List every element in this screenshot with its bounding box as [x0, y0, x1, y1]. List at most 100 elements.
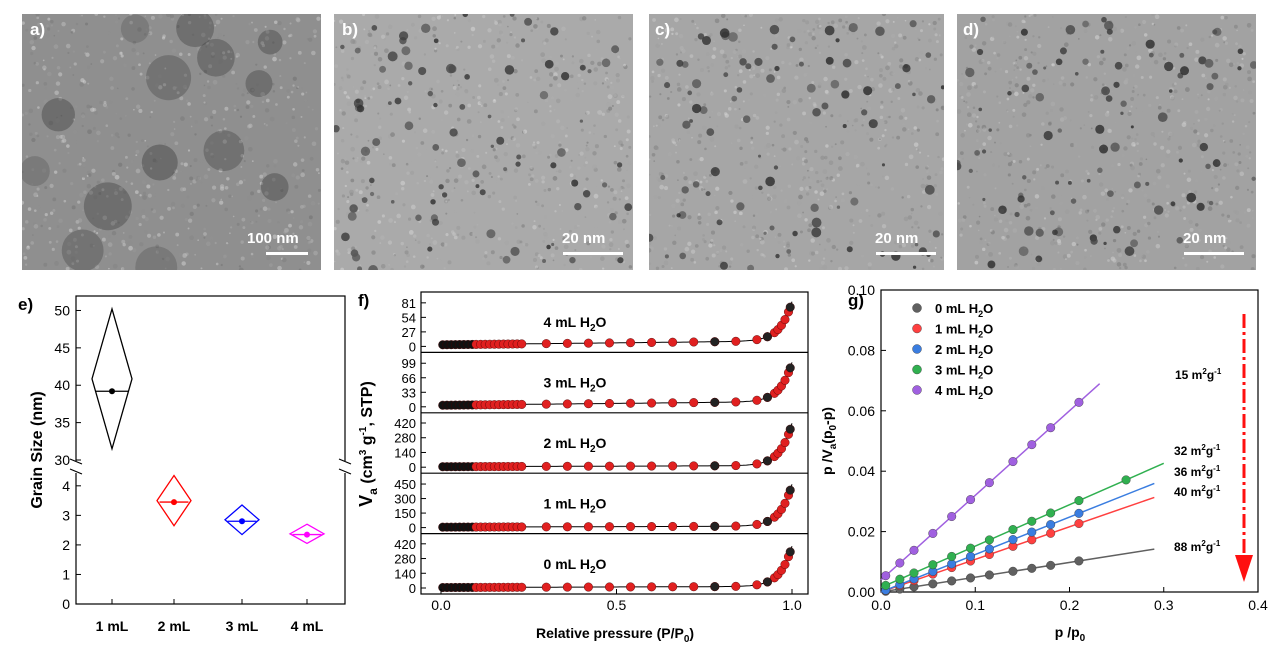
- tem-noise: [1239, 221, 1242, 224]
- tem-noise: [250, 104, 254, 109]
- nanoparticle: [689, 119, 693, 123]
- desorption-point: [626, 582, 636, 592]
- tem-noise: [1194, 178, 1199, 183]
- tem-noise: [456, 225, 461, 230]
- tem-noise: [885, 65, 890, 71]
- tem-noise: [287, 210, 291, 215]
- bet-point: [947, 551, 957, 561]
- tem-noise: [1032, 35, 1035, 38]
- tem-noise: [609, 238, 613, 242]
- tem-noise: [1026, 100, 1031, 105]
- desorption-point: [668, 461, 678, 471]
- legend-marker: [912, 323, 922, 334]
- tem-noise: [994, 187, 997, 190]
- grain-mean-point: [109, 388, 115, 395]
- tem-noise: [467, 45, 471, 49]
- tem-noise: [52, 197, 57, 202]
- tem-noise: [921, 20, 925, 23]
- tem-noise: [1052, 83, 1055, 86]
- tem-noise: [336, 251, 341, 256]
- tem-noise: [1032, 96, 1035, 99]
- tem-noise: [664, 174, 669, 179]
- tem-noise: [998, 251, 1002, 255]
- tem-noise: [494, 21, 499, 25]
- tem-noise: [794, 265, 797, 268]
- tem-noise: [420, 264, 425, 269]
- tem-noise: [117, 221, 120, 224]
- tem-noise: [1063, 42, 1069, 47]
- tem-noise: [653, 236, 657, 240]
- tem-noise: [1251, 209, 1254, 212]
- tem-noise: [1143, 33, 1148, 37]
- nanoparticle: [571, 179, 579, 187]
- tem-noise: [294, 184, 299, 189]
- tem-noise: [1213, 96, 1219, 101]
- tem-noise: [1076, 243, 1079, 246]
- tem-noise: [849, 240, 854, 245]
- tem-noise: [44, 213, 48, 217]
- tem-noise: [307, 194, 312, 198]
- tem-noise: [161, 257, 165, 261]
- tem-noise: [1224, 16, 1228, 20]
- tem-noise: [146, 233, 152, 238]
- y-tick-label: 81: [402, 296, 416, 311]
- tem-noise: [919, 50, 924, 55]
- tem-noise: [536, 150, 542, 156]
- tem-noise: [983, 204, 987, 208]
- tem-noise: [262, 198, 266, 203]
- tem-noise: [203, 69, 208, 74]
- tem-noise: [877, 213, 882, 218]
- tem-noise: [543, 189, 547, 192]
- tem-noise: [423, 179, 427, 183]
- tem-noise: [838, 166, 843, 171]
- tem-noise: [247, 195, 252, 201]
- x-tick-label: 1.0: [782, 597, 802, 613]
- tem-noise: [148, 62, 151, 65]
- tem-noise: [135, 216, 139, 221]
- tem-noise: [966, 106, 970, 109]
- tem-noise: [203, 232, 207, 236]
- tem-noise: [1222, 92, 1227, 97]
- nanoparticle: [387, 51, 398, 62]
- tem-noise: [822, 257, 826, 260]
- tem-noise: [118, 224, 122, 228]
- tem-noise: [985, 252, 989, 256]
- tem-noise: [971, 113, 977, 118]
- tem-noise: [72, 237, 77, 242]
- tem-noise: [659, 184, 665, 190]
- tem-noise: [913, 126, 917, 130]
- tem-noise: [443, 242, 448, 247]
- desorption-point: [541, 339, 551, 349]
- tem-noise: [896, 135, 901, 140]
- desorption-point: [517, 399, 527, 409]
- tem-noise: [179, 38, 182, 41]
- nanoparticle: [441, 192, 448, 198]
- tem-noise: [977, 229, 980, 232]
- tem-noise: [552, 176, 558, 181]
- nanoparticle: [579, 64, 586, 71]
- nanoparticle: [496, 136, 505, 145]
- tem-noise: [1194, 57, 1199, 62]
- tem-noise: [824, 155, 828, 160]
- tem-noise: [511, 222, 514, 225]
- tem-noise: [132, 40, 137, 45]
- tem-noise: [36, 195, 39, 197]
- tem-noise: [305, 91, 308, 94]
- tem-noise: [455, 92, 460, 97]
- tem-noise: [497, 175, 500, 178]
- tem-noise: [401, 139, 406, 143]
- tem-noise: [1222, 36, 1227, 41]
- tem-noise: [1078, 211, 1082, 215]
- tem-noise: [209, 236, 214, 240]
- tem-noise: [272, 41, 275, 44]
- tem-noise: [1136, 94, 1139, 97]
- tem-noise: [1139, 253, 1144, 258]
- tem-noise: [365, 210, 370, 215]
- nanoparticle: [1113, 225, 1121, 234]
- tem-noise: [78, 162, 82, 166]
- nanoparticle: [987, 260, 996, 269]
- nanoparticle: [1057, 128, 1063, 133]
- tem-noise: [1211, 168, 1215, 172]
- tem-noise: [1162, 57, 1167, 61]
- tem-noise: [189, 182, 193, 185]
